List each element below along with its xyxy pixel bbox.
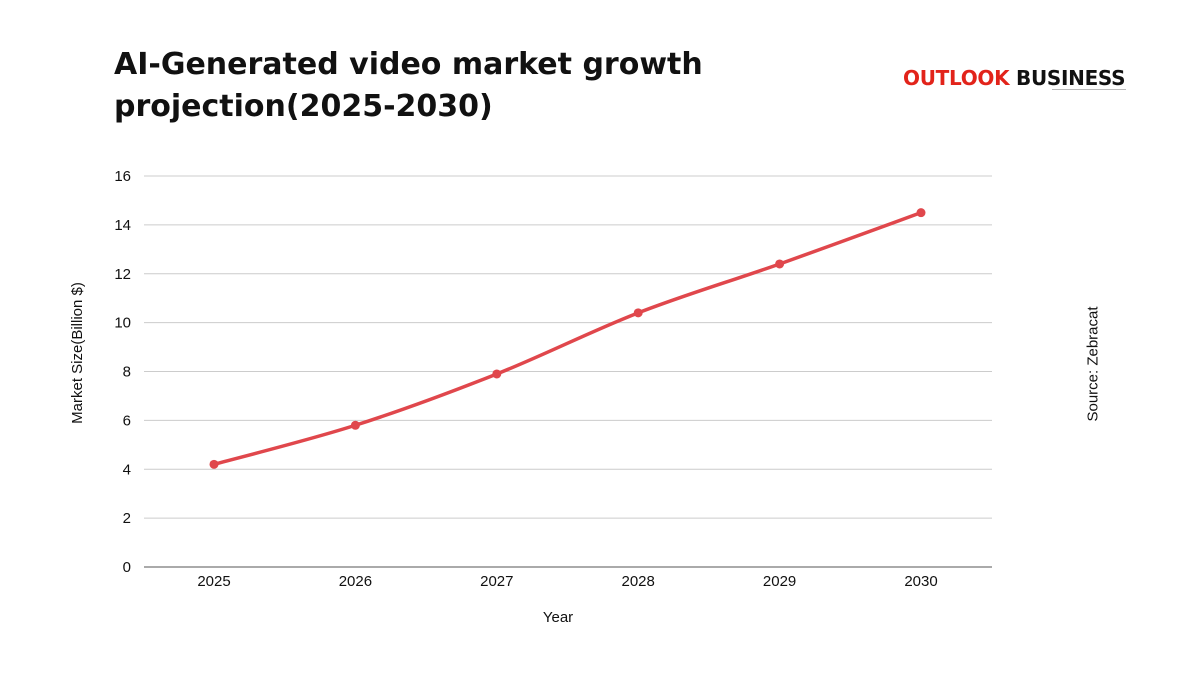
y-tick-label: 10: [114, 315, 131, 332]
data-point-2028: [633, 308, 643, 318]
y-axis-label: Market Size(Billion $): [69, 282, 86, 424]
outlook-business-logo: OUTLOOK BUSINESS: [903, 66, 1126, 90]
series-line: [212, 210, 923, 467]
y-tick-label: 12: [114, 266, 131, 283]
logo-word-business: BUSINESS: [1016, 66, 1126, 90]
logo-underline: [1052, 89, 1126, 90]
data-point-2029: [775, 259, 785, 269]
y-tick-label: 2: [123, 510, 131, 527]
x-tick-label: 2025: [197, 573, 230, 590]
x-tick-label: 2030: [904, 573, 937, 590]
y-axis-ticks: 0 2 4 6 8 10 12 14 16: [114, 168, 131, 576]
logo-word-outlook: OUTLOOK: [903, 66, 1010, 90]
y-tick-label: 8: [123, 364, 131, 381]
x-tick-label: 2029: [763, 573, 796, 590]
x-tick-label: 2028: [622, 573, 655, 590]
y-tick-label: 4: [123, 461, 131, 478]
y-tick-label: 6: [123, 412, 131, 429]
x-tick-label: 2026: [339, 573, 372, 590]
data-point-2026: [350, 420, 360, 430]
x-axis-ticks: 2025 2026 2027 2028 2029 2030: [197, 573, 937, 590]
data-point-2027: [492, 369, 502, 379]
series-layer: [209, 208, 926, 469]
y-tick-label: 14: [114, 217, 131, 234]
chart-title: AI-Generated video market growth project…: [114, 47, 703, 124]
data-point-2030: [916, 208, 926, 218]
data-point-2025: [209, 459, 219, 469]
x-axis-label: Year: [543, 609, 573, 626]
gridlines: [144, 175, 992, 568]
x-tick-label: 2027: [480, 573, 513, 590]
y-tick-label: 0: [123, 559, 131, 576]
y-tick-label: 16: [114, 168, 131, 185]
